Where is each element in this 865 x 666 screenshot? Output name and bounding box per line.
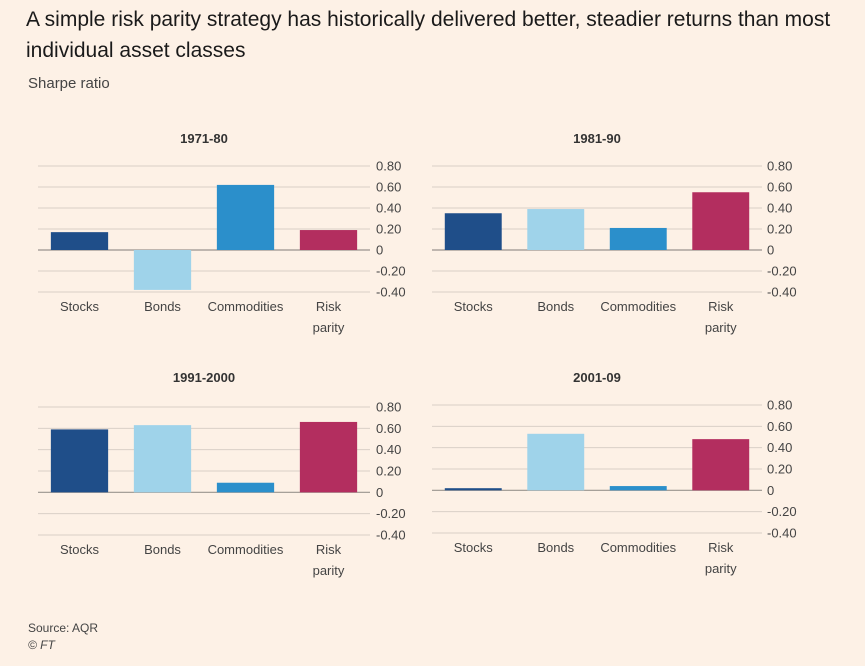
bar-commodities	[609, 227, 667, 250]
category-label: Risk parity	[313, 542, 345, 578]
y-tick-label: 0.60	[376, 421, 401, 436]
y-tick-label: 0.80	[767, 159, 792, 174]
y-tick-label: 0.20	[767, 462, 792, 477]
category-label: Stocks	[454, 299, 494, 314]
charts-area: 1971-80 0.80 0.60 0.40 0.20 0 -0.20 -0.40 Stocks…	[38, 131, 797, 578]
panel-title: 1991-2000	[173, 370, 235, 385]
y-tick-label: 0	[767, 243, 774, 258]
category-label: Stocks	[454, 540, 494, 555]
panel-title: 1971-80	[180, 131, 228, 146]
category-label: Stocks	[60, 542, 100, 557]
category-label: Risk parity	[705, 299, 737, 335]
category-label: Bonds	[537, 540, 574, 555]
panel-1991-2000: 1991-2000 0.80 0.60 0.40 0.20 0 -0.20 -0.40 Stoc…	[38, 370, 406, 578]
panel-1971-80: 1971-80 0.80 0.60 0.40 0.20 0 -0.20 -0.40 Stocks…	[38, 131, 406, 335]
bar-risk-parity	[299, 421, 358, 493]
y-tick-label: 0.40	[376, 442, 401, 457]
y-tick-label: 0	[376, 243, 383, 258]
panel-1981-90: 1981-90 0.80 0.60 0.40 0.20 0 -0.20 -0.40 Stocks…	[432, 131, 797, 335]
y-tick-label: 0.20	[376, 222, 401, 237]
category-label: Bonds	[144, 299, 181, 314]
bar-commodities	[609, 486, 667, 491]
panel-title: 2001-09	[573, 370, 621, 385]
y-tick-label: 0.20	[376, 464, 401, 479]
category-label: Commodities	[208, 542, 284, 557]
y-tick-label: -0.40	[376, 285, 406, 300]
y-tick-label: 0	[767, 483, 774, 498]
category-label: Risk parity	[313, 299, 345, 335]
y-tick-label: 0.60	[767, 180, 792, 195]
bar-risk-parity	[692, 439, 750, 491]
bar-stocks	[444, 488, 502, 491]
source-text: Source: AQR	[28, 621, 99, 635]
y-tick-label: 0	[376, 485, 383, 500]
y-tick-label: 0.40	[767, 201, 792, 216]
y-tick-label: -0.20	[767, 264, 797, 279]
chart-title: A simple risk parity strategy has histor…	[26, 8, 831, 62]
bar-risk-parity	[299, 230, 358, 250]
panel-title: 1981-90	[573, 131, 621, 146]
source-note: Source: AQR © FT	[28, 620, 98, 654]
chart-subtitle: Sharpe ratio	[28, 75, 110, 92]
y-tick-label: 0.80	[767, 398, 792, 413]
y-tick-label: 0.40	[376, 201, 401, 216]
bar-bonds	[527, 209, 585, 250]
category-label: Stocks	[60, 299, 100, 314]
bar-commodities	[216, 482, 275, 493]
panel-2001-09: 2001-09 0.80 0.60 0.40 0.20 0 -0.20 -0.40 Stocks…	[432, 370, 797, 576]
category-label: Commodities	[600, 540, 676, 555]
bar-commodities	[216, 184, 275, 250]
y-tick-label: 0.60	[376, 180, 401, 195]
category-label: Commodities	[208, 299, 284, 314]
category-label: Bonds	[537, 299, 574, 314]
bar-bonds	[133, 250, 192, 290]
y-tick-label: 0.60	[767, 419, 792, 434]
category-label: Risk parity	[705, 540, 737, 576]
y-tick-label: 0.80	[376, 400, 401, 415]
y-tick-label: -0.40	[767, 526, 797, 541]
y-tick-label: -0.40	[376, 528, 406, 543]
y-tick-label: -0.20	[767, 504, 797, 519]
bar-stocks	[50, 429, 109, 493]
y-tick-label: 0.40	[767, 440, 792, 455]
ft-credit: © FT	[28, 638, 55, 652]
bar-bonds	[133, 425, 192, 493]
y-tick-label: -0.20	[376, 506, 406, 521]
category-label: Commodities	[600, 299, 676, 314]
bar-stocks	[50, 232, 109, 250]
category-label: Bonds	[144, 542, 181, 557]
bar-stocks	[444, 213, 502, 250]
y-tick-label: 0.20	[767, 222, 792, 237]
bar-risk-parity	[692, 192, 750, 250]
y-tick-label: -0.40	[767, 285, 797, 300]
bar-bonds	[527, 433, 585, 491]
y-tick-label: 0.80	[376, 159, 401, 174]
y-tick-label: -0.20	[376, 264, 406, 279]
